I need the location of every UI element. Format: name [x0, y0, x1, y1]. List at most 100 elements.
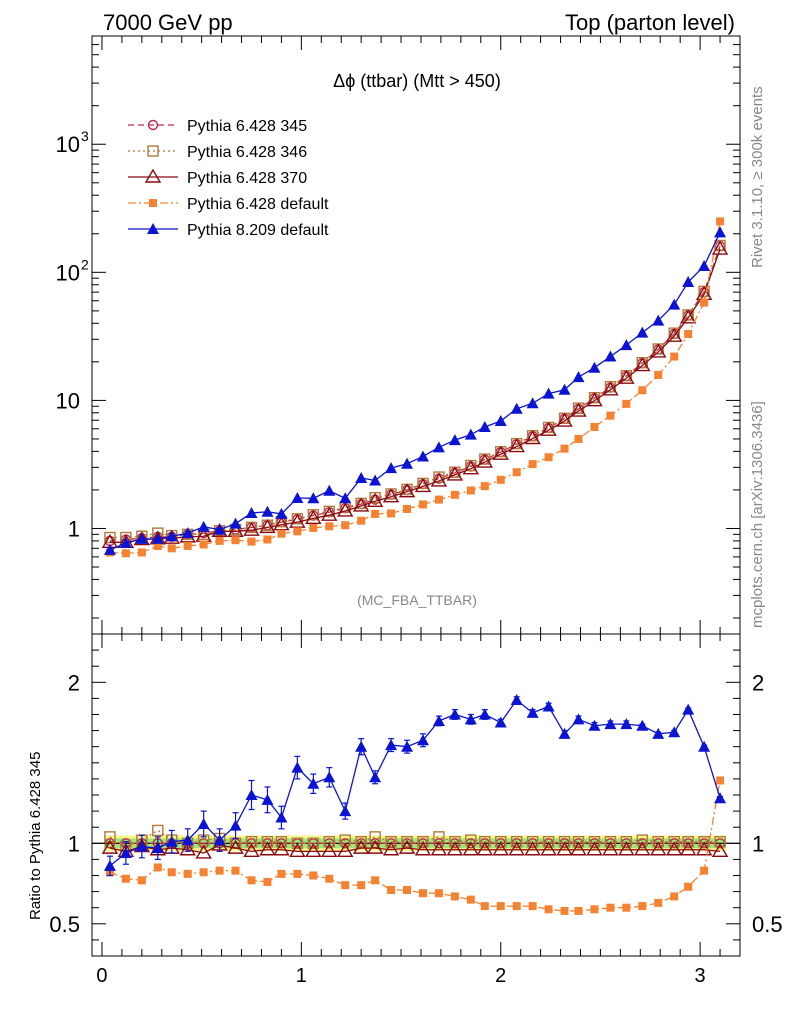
data-point	[670, 352, 679, 361]
ratio-point	[670, 892, 679, 901]
ratio-point	[103, 859, 116, 871]
ratio-point	[398, 839, 416, 854]
ratio-point	[446, 841, 464, 856]
data-point	[401, 457, 414, 469]
ratio-point	[512, 902, 521, 911]
ratio-point	[231, 866, 240, 875]
ratio-point	[153, 863, 162, 872]
ratio-point	[650, 841, 667, 856]
ratio-point	[700, 866, 709, 875]
data-point	[323, 505, 335, 518]
ratio-point	[465, 834, 477, 846]
ratio-point	[588, 719, 601, 731]
ratio-point	[524, 841, 541, 856]
data-point	[305, 509, 322, 525]
ratio-point	[101, 839, 119, 854]
data-point	[434, 495, 443, 504]
data-point	[606, 411, 615, 420]
ratio-point	[323, 835, 335, 848]
data-point	[542, 387, 555, 399]
data-point	[245, 507, 258, 519]
ratio-point	[245, 789, 258, 800]
data-point	[403, 504, 412, 513]
data-point	[352, 497, 370, 512]
data-point	[385, 462, 398, 474]
data-point	[652, 314, 665, 326]
header-right: Top (parton level)	[565, 10, 735, 35]
data-point	[540, 421, 557, 436]
ratio-point	[371, 876, 380, 885]
legend-item: Pythia 6.428 346	[128, 144, 307, 161]
ratio-point	[199, 868, 208, 877]
data-point	[698, 260, 711, 272]
data-point	[684, 329, 693, 338]
ratio-point	[556, 841, 573, 856]
ratio-point	[263, 877, 272, 886]
series-line-lower	[109, 699, 721, 867]
ratio-point	[542, 835, 555, 848]
ratio-point	[665, 841, 683, 856]
ratio-point	[652, 835, 664, 848]
data-point	[355, 471, 368, 483]
data-point	[604, 350, 617, 362]
ratio-point	[418, 889, 427, 898]
data-point	[418, 500, 427, 509]
ratio-point	[273, 841, 290, 856]
data-point	[711, 240, 729, 255]
ratio-point	[261, 793, 274, 805]
analysis-tag: (MC_FBA_TTBAR)	[357, 592, 477, 608]
ratio-point	[542, 700, 555, 712]
data-point	[199, 540, 208, 549]
data-point	[510, 402, 523, 414]
data-point	[387, 509, 396, 518]
data-point	[181, 527, 194, 539]
ratio-point	[336, 842, 354, 858]
data-point	[103, 543, 116, 555]
data-point	[466, 486, 475, 495]
header-left: 7000 GeV pp	[103, 10, 233, 35]
series-line-lower	[109, 780, 721, 912]
data-point	[263, 535, 272, 544]
ratio-point	[309, 871, 318, 880]
ratio-point	[526, 706, 539, 718]
ratio-point	[508, 841, 525, 856]
legend-marker	[147, 119, 159, 131]
data-point	[261, 505, 274, 517]
ratio-point	[590, 905, 599, 914]
data-point	[700, 298, 709, 307]
ratio-point	[432, 714, 445, 726]
data-point	[679, 309, 697, 324]
ratio-point	[325, 874, 334, 883]
data-point	[528, 460, 537, 469]
ratio-point	[401, 835, 413, 848]
ratio-point	[510, 835, 523, 848]
ratio-point	[305, 842, 322, 858]
ratio-point	[403, 885, 412, 894]
ratio-point	[634, 841, 651, 856]
series-2	[101, 240, 729, 859]
data-point	[336, 502, 354, 517]
data-point	[572, 371, 585, 383]
y-tick-label: 2	[68, 670, 80, 695]
ratio-point	[414, 841, 432, 856]
data-point	[432, 441, 445, 453]
data-point	[416, 450, 429, 462]
ratio-point	[495, 835, 507, 848]
data-point	[366, 492, 384, 507]
ratio-point	[385, 835, 397, 848]
data-point	[307, 492, 320, 504]
legend-item: Pythia 6.428 default	[128, 196, 329, 213]
legend-label: Pythia 6.428 346	[187, 144, 307, 161]
ratio-point	[636, 719, 649, 731]
lower-frame	[91, 633, 741, 957]
ratio-point	[682, 835, 694, 848]
ratio-point	[119, 846, 132, 858]
ratio-point	[387, 885, 396, 894]
data-point	[197, 520, 210, 532]
data-point	[634, 357, 651, 372]
data-point	[121, 549, 130, 558]
data-point	[622, 399, 631, 408]
ratio-point	[416, 734, 429, 746]
data-point	[512, 468, 521, 477]
